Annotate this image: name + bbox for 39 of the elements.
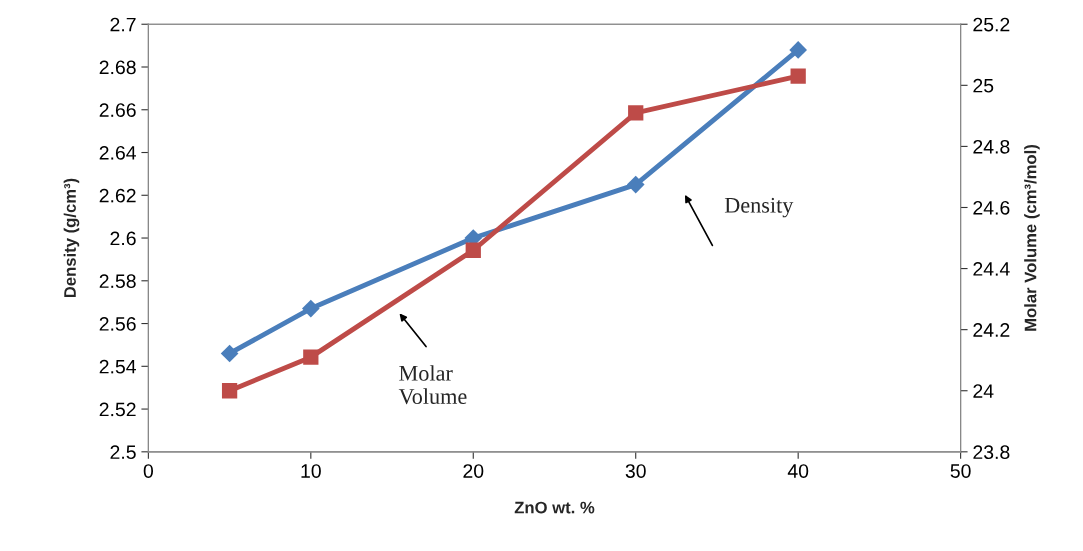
point bbox=[789, 41, 808, 59]
x-tick-label: 0 bbox=[143, 464, 154, 478]
point bbox=[465, 242, 481, 258]
y2-tick-label: 25 bbox=[973, 78, 994, 93]
x-tick-label: 20 bbox=[463, 464, 484, 478]
x-axis-title: ZnO wt. % bbox=[514, 501, 595, 514]
y-tick-label: 2.54 bbox=[99, 359, 136, 374]
y-tick-label: 2.66 bbox=[99, 103, 136, 117]
y2-tick-label: 24.2 bbox=[973, 323, 1010, 337]
y2-tick-label: 23.8 bbox=[973, 445, 1010, 460]
y-tick-label: 2.7 bbox=[110, 17, 136, 32]
y2-tick-label: 24.6 bbox=[973, 200, 1010, 215]
point bbox=[790, 68, 806, 84]
y2-tick-label: 24.8 bbox=[973, 139, 1010, 154]
y2-axis-title: Molar Volume (cm³/mol) bbox=[1024, 145, 1040, 331]
annotation: Molar Volume bbox=[398, 365, 467, 405]
point bbox=[628, 105, 644, 121]
annotation: Density bbox=[724, 197, 794, 218]
y-tick-label: 2.62 bbox=[99, 188, 136, 203]
y-tick-label: 2.6 bbox=[110, 231, 136, 246]
point bbox=[301, 299, 320, 318]
x-tick-label: 40 bbox=[787, 464, 809, 478]
y-tick-label: 2.58 bbox=[99, 274, 136, 289]
point bbox=[626, 175, 645, 194]
x-tick-label: 50 bbox=[950, 464, 971, 478]
y2-tick-label: 25.2 bbox=[973, 17, 1010, 32]
x-tick-label: 30 bbox=[625, 464, 646, 478]
y-tick-label: 2.68 bbox=[99, 60, 136, 75]
point bbox=[303, 349, 319, 365]
y2-tick-label: 24 bbox=[973, 384, 994, 398]
y-tick-label: 2.5 bbox=[110, 445, 136, 460]
x-tick-label: 10 bbox=[301, 464, 321, 478]
y-tick-label: 2.64 bbox=[99, 145, 136, 160]
y-axis-title: Density (g/cm³) bbox=[63, 178, 80, 298]
y2-tick-label: 24.4 bbox=[973, 262, 1010, 276]
y-tick-label: 2.52 bbox=[99, 402, 136, 417]
point bbox=[221, 383, 238, 399]
point bbox=[220, 344, 239, 363]
y-tick-label: 2.56 bbox=[99, 317, 136, 331]
